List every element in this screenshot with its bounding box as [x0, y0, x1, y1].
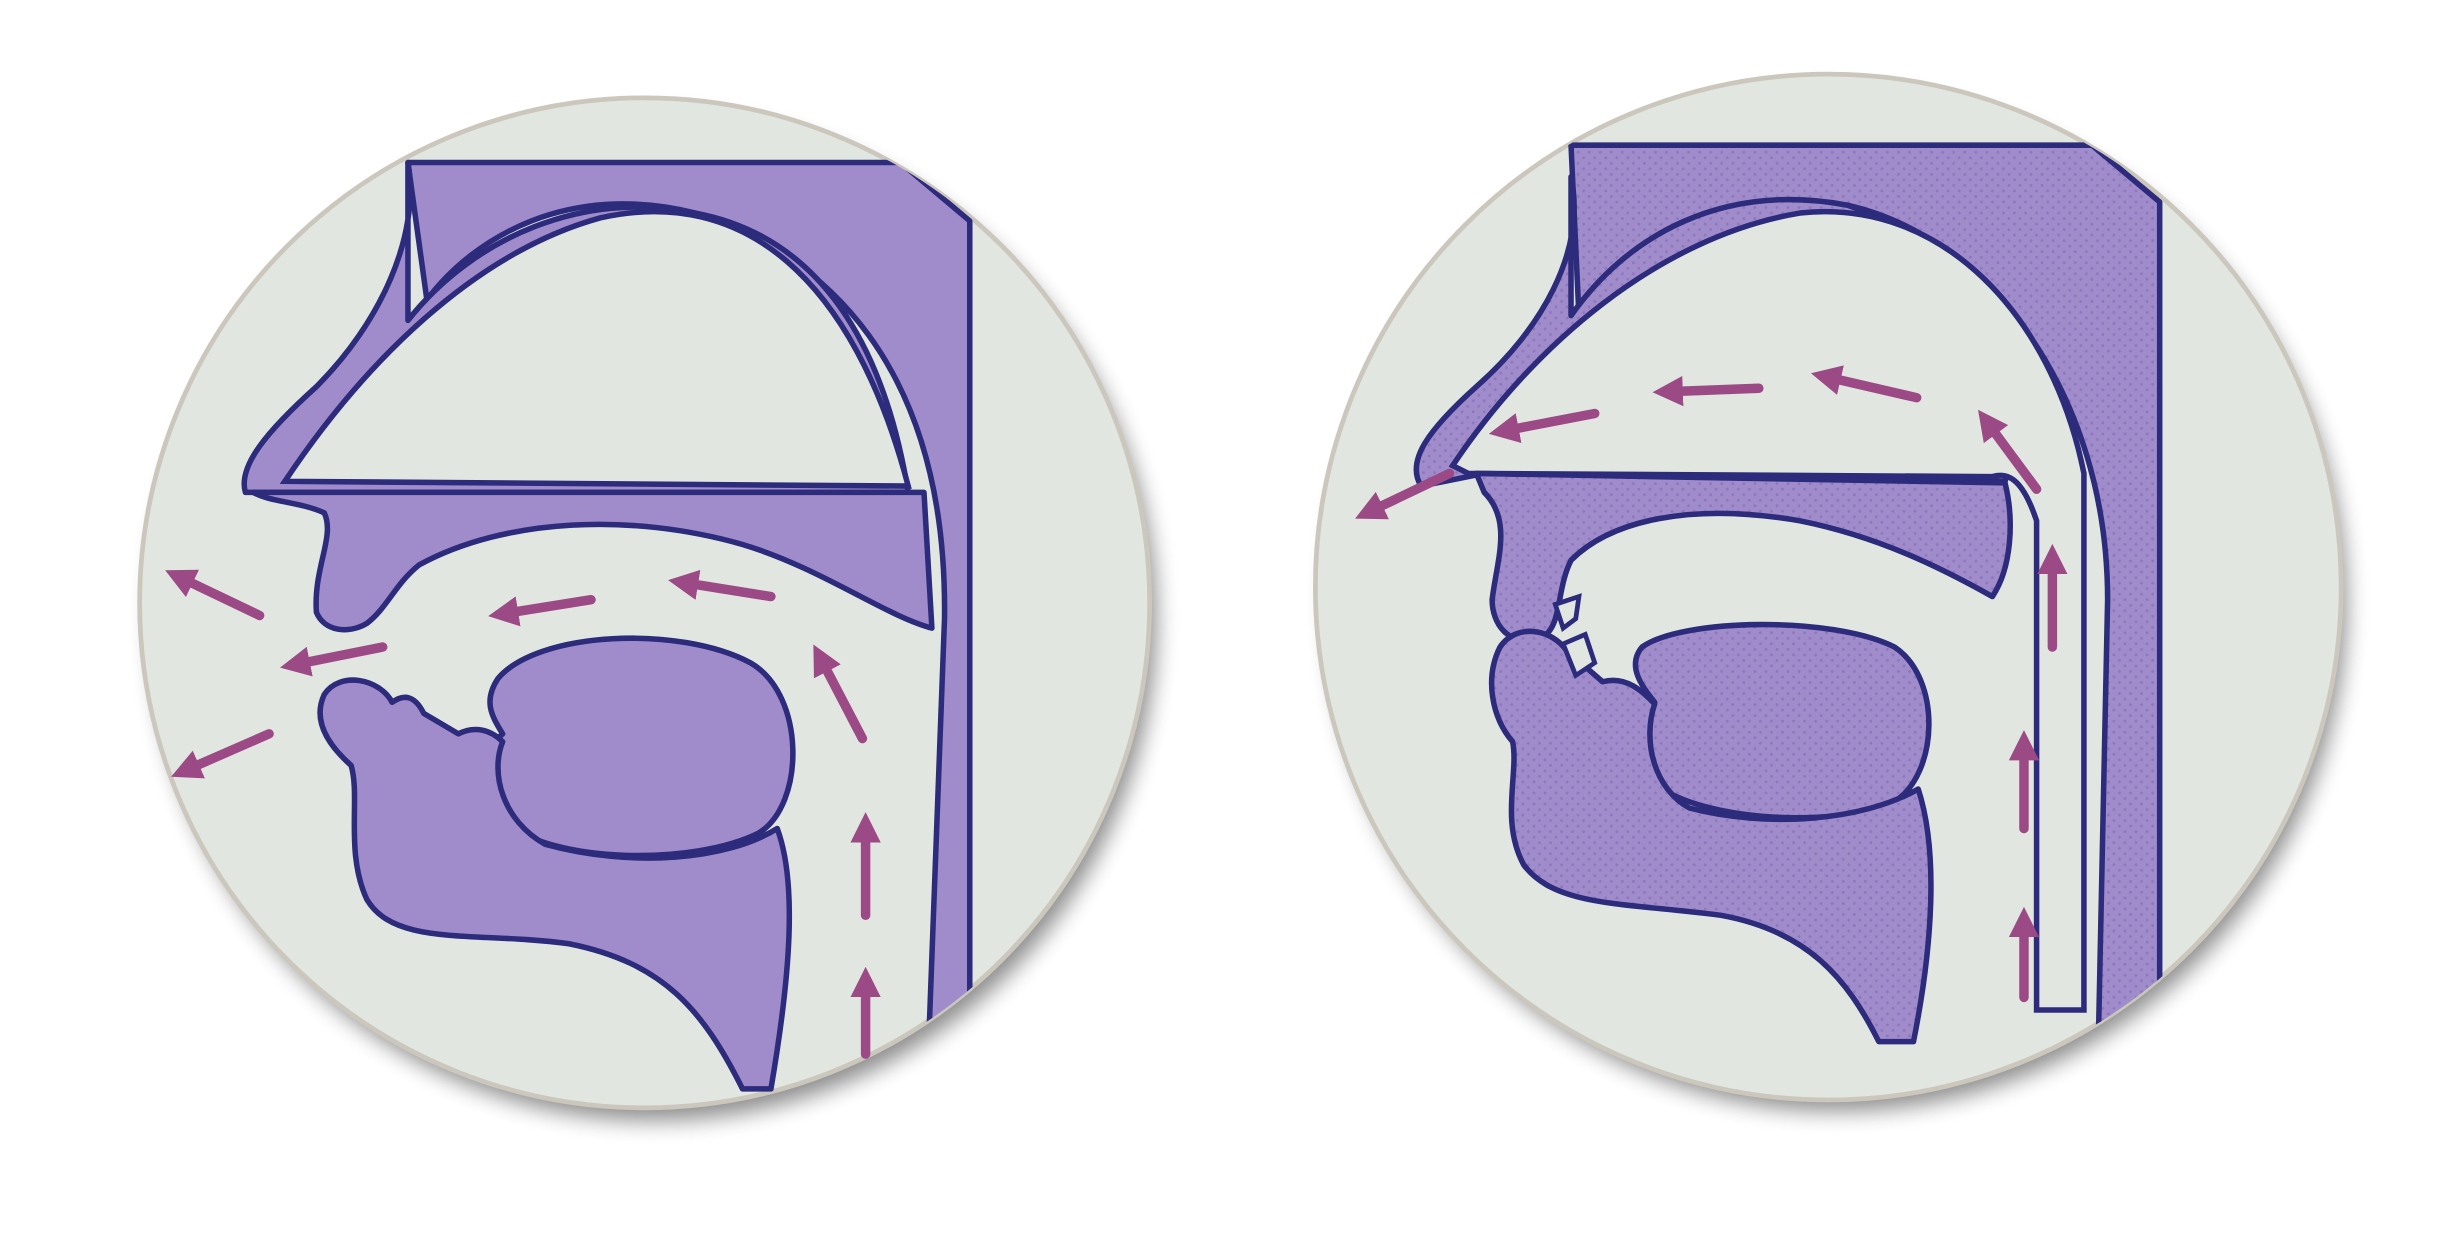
arrow-icon [280, 642, 388, 677]
palate-velum [1473, 470, 2013, 644]
arrow-icon [1355, 468, 1455, 520]
arrow-icon [171, 729, 274, 779]
lower-teeth [1560, 631, 1598, 680]
arrow-icon [1652, 376, 1764, 407]
upper-teeth [1552, 593, 1582, 632]
pharynx-back-wall [405, 159, 973, 1108]
nasal-airspace [1448, 208, 2087, 1013]
arrow-icon [165, 569, 265, 621]
arrow-icon [1810, 365, 1922, 403]
arrow-icon [668, 569, 776, 602]
diagram-nasal-airflow [1313, 71, 2346, 1112]
tongue [481, 635, 796, 859]
airflow-arrows-nasal [1355, 365, 2068, 1003]
lower-jaw [1488, 628, 1934, 1045]
arrow-icon [1978, 409, 2042, 494]
arrow-icon [813, 644, 868, 744]
arrow-icon [488, 594, 596, 627]
head-cross-section [1413, 142, 2163, 1100]
lower-jaw [317, 677, 793, 1092]
airflow-arrows-oral [165, 569, 881, 1059]
palate-velum [250, 489, 935, 633]
head-cross-section [241, 159, 973, 1108]
diagram-oral-airflow [137, 95, 1156, 1121]
arrow-icon [1488, 408, 1600, 443]
tongue [1632, 621, 1932, 821]
nasal-airspace [279, 208, 912, 489]
